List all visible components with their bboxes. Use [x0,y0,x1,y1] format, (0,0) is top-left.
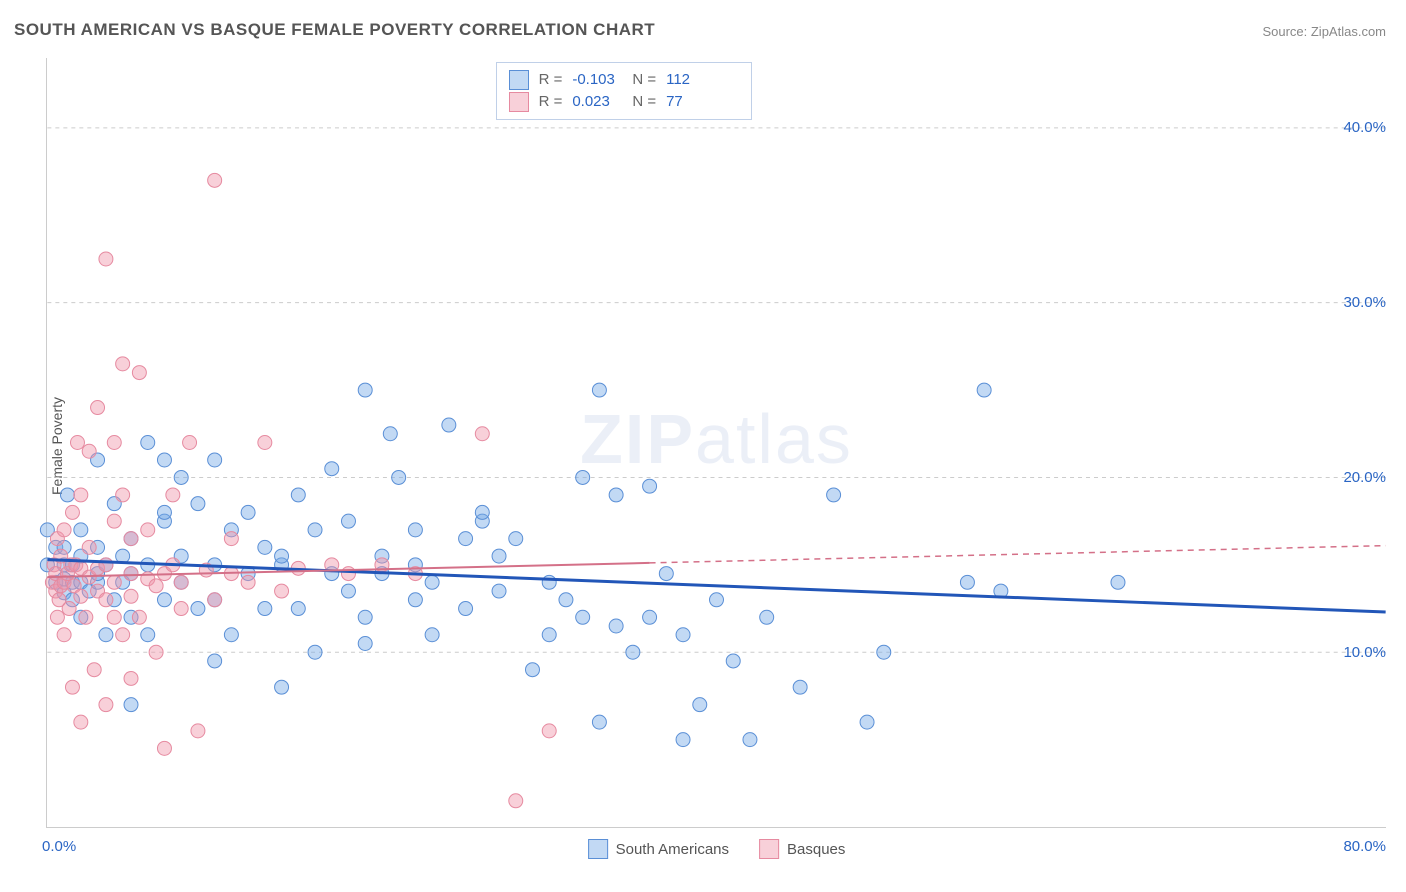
chart-svg [47,58,1386,827]
series-name: Basques [787,841,845,858]
chart-title: SOUTH AMERICAN VS BASQUE FEMALE POVERTY … [14,20,655,40]
legend-swatch [759,839,779,859]
y-tick-label: 30.0% [1343,294,1386,311]
r-value: 0.023 [572,91,622,113]
n-value: 112 [666,69,716,91]
chart-container: SOUTH AMERICAN VS BASQUE FEMALE POVERTY … [0,0,1406,892]
y-tick-label: 40.0% [1343,119,1386,136]
n-label: N = [632,91,656,113]
series-legend-item: Basques [759,839,845,859]
series-name: South Americans [616,841,729,858]
plot-area: ZIPatlas R =-0.103N =112R =0.023N =77 So… [46,58,1386,828]
n-label: N = [632,69,656,91]
x-tick-label: 0.0% [42,838,76,855]
series-legend-item: South Americans [588,839,729,859]
correlation-legend: R = -0.103 N = 112 R = 0.023 N = 77 [496,62,752,120]
legend-swatch [588,839,608,859]
legend-row: R = -0.103 N = 112 [509,69,739,91]
r-label: R = [539,91,563,113]
legend-row: R = 0.023 N = 77 [509,91,739,113]
n-value: 77 [666,91,716,113]
series-legend: South Americans Basques [588,839,846,859]
r-label: R = [539,69,563,91]
legend-swatch [509,70,529,90]
legend-swatch [509,92,529,112]
x-tick-label: 80.0% [1343,838,1386,855]
y-tick-label: 20.0% [1343,469,1386,486]
y-tick-label: 10.0% [1343,644,1386,661]
r-value: -0.103 [572,69,622,91]
source-label: Source: ZipAtlas.com [1262,24,1386,39]
